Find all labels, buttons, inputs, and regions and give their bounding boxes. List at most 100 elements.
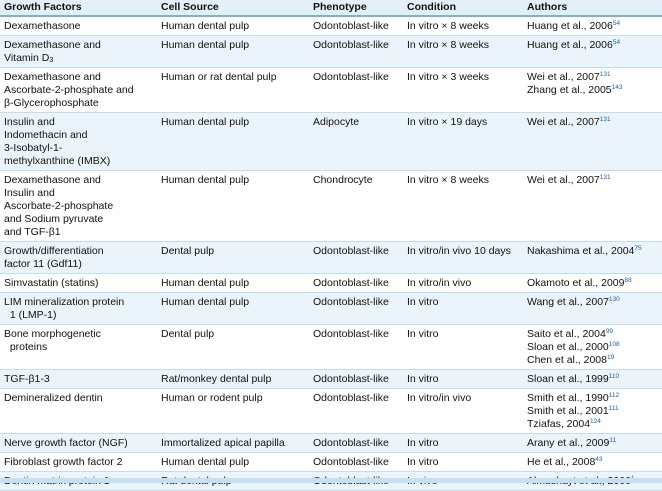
growth-factor-line: 1 (LMP-1)	[4, 309, 57, 321]
reference-number: 131	[599, 116, 611, 123]
cell-phenotype: Adipocyte	[309, 112, 403, 171]
growth-factor-line: and TGF-β1	[4, 226, 61, 238]
author-citation: Arany et al., 200911	[527, 437, 617, 449]
cell-authors: Wei et al., 2007131	[523, 112, 662, 171]
cell-phenotype: Odontoblast-like	[313, 328, 389, 340]
reference-number: 11	[609, 437, 617, 444]
author-citation: Huang et al., 200654	[527, 20, 621, 32]
cell-authors: Huang et al., 200654	[523, 35, 662, 68]
table-row: Dexamethasone Human dental pulp Odontoblas…	[0, 16, 662, 36]
cell-condition: In vitro	[403, 433, 523, 453]
reference-number: 99	[605, 328, 614, 335]
cell-growth-factor: Insulin and Indomethacin and 3-Isobatyl-1-…	[0, 112, 157, 171]
cell-condition: In vitro/in vivo 10 days	[403, 241, 523, 274]
author-citation: Tziafas, 2004124	[527, 418, 601, 430]
reference-number: 131	[599, 174, 611, 181]
author-citation: Okamoto et al., 200988	[527, 277, 632, 289]
cell-growth-factor: Simvastatin (statins)	[0, 274, 157, 293]
cell-condition: In vitro	[407, 456, 439, 468]
growth-factor-line: Fibroblast growth factor 2	[4, 456, 123, 468]
cell-authors: Wang et al., 2007130	[523, 292, 662, 325]
growth-factor-line: Insulin and	[4, 187, 55, 199]
cell-condition: In vitro	[403, 369, 523, 389]
reference-number: 19	[606, 354, 615, 361]
reference-number: 54	[612, 39, 621, 46]
cell-growth-factor: Dexamethasone	[0, 16, 157, 36]
cell-authors: Arany et al., 200911	[523, 433, 662, 453]
growth-factor-line: factor 11 (Gdf11)	[4, 258, 82, 270]
author-citation: Chen et al., 200819	[527, 354, 615, 366]
growth-factor-line: Indomethacin and	[4, 129, 88, 141]
cell-growth-factor: Nerve growth factor (NGF)	[0, 433, 157, 453]
author-citation: Nakashima et al., 200475	[527, 245, 642, 257]
growth-factor-line: Nerve growth factor (NGF)	[4, 437, 128, 449]
cell-phenotype: Odontoblast-like	[313, 392, 389, 404]
cell-growth-factor: Growth/differentiation factor 11 (Gdf11)	[0, 241, 157, 274]
cell-growth-factor: Dexamethasone and Vitamin D3	[0, 35, 157, 68]
table-body: Dexamethasone Human dental pulp Odontoblas…	[0, 16, 662, 491]
cell-cell-source: Human dental pulp	[157, 112, 309, 171]
cell-condition: In vitro	[407, 328, 439, 340]
growth-factor-line: Vitamin D3	[4, 52, 54, 64]
cell-phenotype: Odontoblast-like	[309, 369, 403, 389]
cell-growth-factor: Fibroblast growth factor 2	[0, 453, 157, 472]
cell-cell-source: Dental pulp	[161, 328, 215, 340]
subscript: 3	[49, 57, 54, 64]
cell-condition: In vitro/in vivo	[407, 392, 472, 404]
header-phenotype: Phenotype	[309, 0, 403, 17]
growth-factor-line: Dexamethasone and	[4, 174, 101, 186]
reference-number: 108	[608, 341, 620, 348]
header-row: Growth Factors Cell Source Phenotype Con…	[0, 0, 662, 17]
table-row: Bone morphogenetic proteins Dental pulp Od…	[0, 325, 662, 370]
cell-authors: Wei et al., 2007131 Zhang et al., 2005143	[523, 68, 662, 113]
cell-cell-source: Human dental pulp	[161, 277, 250, 289]
cell-cell-source: Human dental pulp	[161, 456, 250, 468]
growth-factor-line: LIM mineralization protein	[4, 296, 125, 308]
cell-cell-source: Dental pulp	[157, 241, 309, 274]
author-citation: Sloan et al., 1999110	[527, 373, 620, 385]
cell-cell-source: Human or rodent pulp	[161, 392, 263, 404]
table-row: Demineralized dentin Human or rodent pulp…	[0, 389, 662, 434]
reference-number: 88	[624, 277, 632, 284]
author-citation: Wei et al., 2007131	[527, 174, 611, 186]
growth-factor-line: Dexamethasone and	[4, 71, 101, 83]
header-condition: Condition	[403, 0, 523, 17]
table-row: Dexamethasone and Vitamin D3 Human dental …	[0, 35, 662, 68]
table-row: Fibroblast growth factor 2 Human dental p…	[0, 453, 662, 472]
cell-condition: In vitro	[403, 292, 523, 325]
growth-factor-line: TGF-β1-3	[4, 373, 50, 385]
author-citation: Wei et al., 2007131	[527, 116, 611, 128]
cell-phenotype: Odontoblast-like	[309, 241, 403, 274]
table-row: Dexamethasone and Insulin and Ascorbate-2-…	[0, 171, 662, 242]
table-row: Simvastatin (statins) Human dental pulp Od…	[0, 274, 662, 293]
reference-number: 143	[611, 84, 623, 91]
table-row: Dexamethasone and Ascorbate-2-phosphate a…	[0, 68, 662, 113]
cell-growth-factor: LIM mineralization protein 1 (LMP-1)	[0, 292, 157, 325]
growth-factor-line: and Sodium pyruvate	[4, 213, 104, 225]
header-authors: Authors	[523, 0, 662, 17]
header-growth-factors: Growth Factors	[0, 0, 157, 17]
reference-number: 112	[608, 392, 620, 399]
table-row: LIM mineralization protein 1 (LMP-1) Huma…	[0, 292, 662, 325]
cell-authors: Saito et al., 200499 Sloan et al., 200010…	[523, 325, 662, 370]
cell-phenotype: Odontoblast-like	[309, 35, 403, 68]
reference-number: 75	[634, 245, 642, 252]
growth-factor-line: β-Glycerophosphate	[4, 97, 99, 109]
author-citation: Sloan et al., 2000108	[527, 341, 620, 353]
cell-authors: Smith et al., 1990112 Smith et al., 20011…	[523, 389, 662, 434]
growth-factor-line: Demineralized dentin	[4, 392, 103, 404]
reference-number: 130	[608, 296, 620, 303]
table-header: Growth Factors Cell Source Phenotype Con…	[0, 0, 662, 17]
cell-cell-source: Immortalized apical papilla	[157, 433, 309, 453]
cell-phenotype: Odontoblast-like	[309, 433, 403, 453]
cell-cell-source: Human dental pulp	[157, 35, 309, 68]
reference-number: 43	[595, 456, 603, 463]
author-citation: He et al., 200843	[527, 456, 603, 468]
author-citation: Huang et al., 200654	[527, 39, 621, 51]
cell-authors: He et al., 200843	[523, 453, 662, 472]
cell-authors: Sloan et al., 1999110	[523, 369, 662, 389]
table-row: Insulin and Indomethacin and 3-Isobatyl-1-…	[0, 112, 662, 171]
cell-cell-source: Human dental pulp	[157, 292, 309, 325]
growth-factor-line: Simvastatin (statins)	[4, 277, 99, 289]
